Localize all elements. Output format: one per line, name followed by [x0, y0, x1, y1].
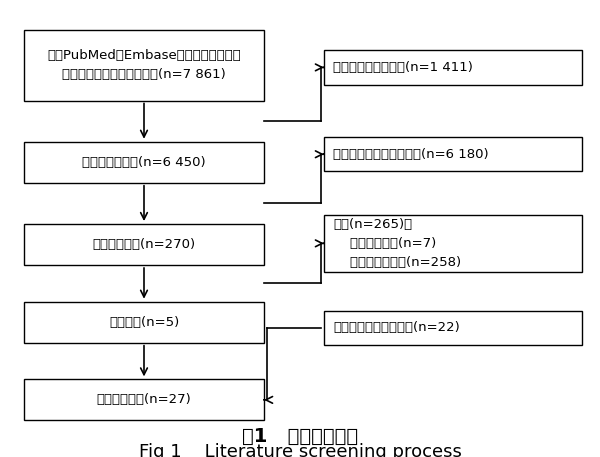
Text: 阅读文题和摘要(n=6 450): 阅读文题和摘要(n=6 450)	[82, 156, 206, 169]
Text: 排除与主题不相关的文献(n=6 180): 排除与主题不相关的文献(n=6 180)	[333, 148, 488, 161]
Bar	[24, 379, 264, 420]
Text: 纳入文献(n=5): 纳入文献(n=5)	[109, 316, 179, 329]
Text: Fig 1    Literature screening process: Fig 1 Literature screening process	[139, 442, 461, 457]
Text: 最终纳入文献(n=27): 最终纳入文献(n=27)	[97, 393, 191, 406]
Bar	[324, 215, 582, 272]
Bar	[324, 50, 582, 85]
Text: 图1   文献筛选流程: 图1 文献筛选流程	[242, 426, 358, 446]
Bar	[324, 311, 582, 345]
Bar	[24, 142, 264, 183]
Text: 排除重复发表的文献(n=1 411): 排除重复发表的文献(n=1 411)	[333, 61, 473, 74]
Text: 阅读全文复筛(n=270): 阅读全文复筛(n=270)	[92, 238, 196, 251]
Text: 排除(n=265)：
    无法获取全文(n=7)
    无相关数据指标(n=258): 排除(n=265)： 无法获取全文(n=7) 无相关数据指标(n=258)	[333, 218, 461, 269]
Text: 补充检索纳入相关文献(n=22): 补充检索纳入相关文献(n=22)	[333, 321, 460, 335]
Text: 检索PubMed、Embase、中国知网、万方
数据、维普网获得相关文献(n=7 861): 检索PubMed、Embase、中国知网、万方 数据、维普网获得相关文献(n=7…	[47, 49, 241, 81]
Bar	[24, 224, 264, 265]
Bar	[24, 30, 264, 101]
Bar	[324, 137, 582, 171]
Bar	[24, 302, 264, 343]
